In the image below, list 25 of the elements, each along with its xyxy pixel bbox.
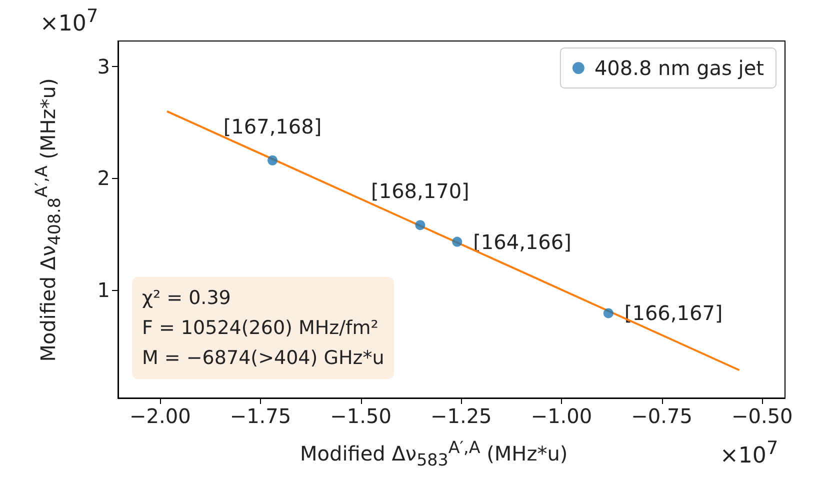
point — [268, 155, 278, 166]
annotation: χ² = 0.39 — [142, 287, 231, 309]
annotation: [166,167] — [624, 301, 723, 326]
annotation: [168,170] — [371, 179, 470, 204]
annotation: F = 10524(260) MHz/fm² — [142, 317, 378, 339]
x-tick-label: −0.50 — [731, 404, 793, 428]
x-tick-label: −2.00 — [129, 404, 191, 428]
x-tick-label: −1.25 — [430, 404, 492, 428]
point — [452, 236, 462, 247]
legend-label: 408.8 nm gas jet — [594, 56, 764, 80]
x-tick-label: −1.50 — [330, 404, 392, 428]
annotation: M = −6874(>404) GHz*u — [142, 347, 384, 369]
point — [603, 308, 614, 318]
annotation: [167,168] — [223, 114, 322, 138]
y-tick-label: 2 — [97, 166, 110, 190]
x-tick-label: −1.75 — [230, 404, 292, 428]
x-axis-title: Modified Δν$_{583}$$^{A′,A}$ (MHz*u) — [300, 438, 568, 470]
x-tick-label: −0.75 — [631, 404, 692, 428]
point — [415, 220, 426, 230]
y-tick-label: 1 — [97, 278, 110, 302]
text: ×10$^{7}$ — [40, 6, 98, 36]
annotation: [164,166] — [473, 230, 572, 254]
x-tick-label: −1.00 — [530, 404, 592, 428]
text: ×10$^{7}$ — [720, 438, 778, 468]
y-tick-label: 3 — [97, 54, 110, 79]
